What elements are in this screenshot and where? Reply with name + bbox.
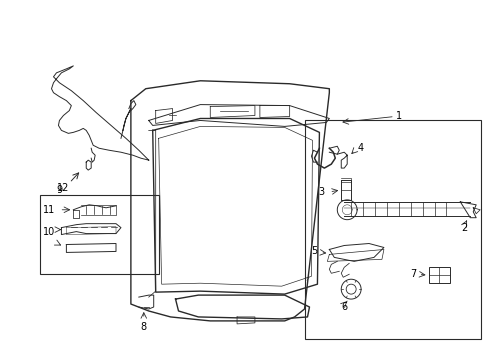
Text: 1: 1 [395, 111, 401, 121]
Text: 6: 6 [341, 302, 346, 312]
Text: 4: 4 [357, 143, 364, 153]
Text: 9: 9 [56, 185, 62, 195]
Text: 8: 8 [141, 322, 146, 332]
Text: 5: 5 [311, 247, 317, 256]
Text: 7: 7 [410, 269, 416, 279]
Text: 12: 12 [57, 183, 69, 193]
Text: 2: 2 [460, 222, 467, 233]
Bar [427, 267, 449, 283]
Text: 11: 11 [43, 205, 56, 215]
Bar [304, 121, 480, 339]
Text: 3: 3 [318, 187, 324, 197]
Text: 10: 10 [43, 226, 56, 237]
Text: 7: 7 [305, 277, 308, 282]
Bar [40, 195, 158, 274]
